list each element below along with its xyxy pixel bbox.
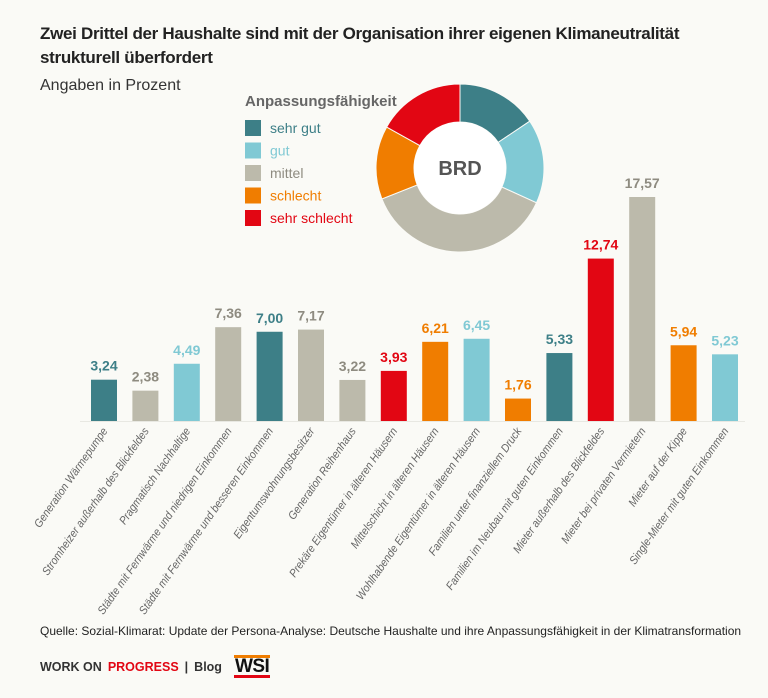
wsi-logo: WSI [233,655,271,678]
donut-center-label: BRD [438,158,481,180]
bar [463,338,490,421]
value-label: 1,76 [504,377,531,393]
value-label: 6,45 [463,317,490,333]
value-label: 17,57 [625,175,660,191]
legend-swatch [245,165,261,181]
category-label: Pragmatisch Nachhaltige [117,426,193,527]
value-label: 2,38 [132,369,159,385]
legend: Anpassungsfähigkeit sehr gut gut mittel sch… [245,93,397,226]
legend-swatch [245,210,261,226]
value-label: 5,94 [670,323,697,339]
donut-hole [414,122,506,214]
bar [298,329,324,421]
brand-blog: Blog [194,659,222,674]
legend-label: sehr gut [270,120,321,136]
source-note: Quelle: Sozial-Klimarat: Update der Pers… [40,624,742,638]
bar [173,363,200,421]
chart-title: Zwei Drittel der Haushalte sind mit der … [40,22,680,70]
bar [256,331,283,421]
bar [587,258,614,421]
bar [505,398,531,421]
value-label: 12,74 [583,237,618,253]
value-label: 3,22 [339,358,366,374]
legend-swatch [245,187,261,204]
value-label: 6,21 [422,320,449,336]
bar [215,327,242,421]
brand-work-on: WORK ON [40,659,102,674]
bar [132,390,159,421]
bar [422,341,449,421]
bar [546,353,573,421]
donut-chart: BRD [375,83,545,253]
category-label: Eigentumswohnungsbesitzer [231,425,318,542]
bar [712,354,738,421]
bar [670,345,697,421]
legend-title: Anpassungsfähigkeit [245,93,397,110]
category-label: Generation Wärmepumpe [32,426,111,531]
brand-separator: | [184,659,189,674]
value-label: 7,00 [256,310,283,326]
value-label: 5,23 [711,332,738,348]
value-label: 4,49 [173,342,200,358]
value-label: 3,93 [380,349,407,365]
bar [629,197,656,421]
category-label: Mieter bei privaten Vermietern [559,426,649,546]
legend-label: sehr schlecht [270,210,353,226]
legend-swatch [245,142,261,159]
value-label: 5,33 [546,331,573,347]
chart-subtitle: Angaben in Prozent [40,77,181,94]
title-line-1: Zwei Drittel der Haushalte sind mit der … [40,24,680,43]
legend-label: schlecht [270,188,321,204]
legend-label: mittel [270,165,303,181]
bar [91,379,117,421]
legend-swatch [245,120,261,136]
footer-brand: WORK ON PROGRESS | Blog WSI [40,655,271,678]
bar [380,370,407,421]
legend-label: gut [270,143,290,159]
value-label: 7,36 [215,305,242,321]
bar [339,379,366,421]
title-line-2: strukturell überfordert [40,48,213,67]
brand-progress: PROGRESS [107,659,179,674]
value-label: 7,17 [297,308,324,324]
value-label: 3,24 [90,358,117,374]
